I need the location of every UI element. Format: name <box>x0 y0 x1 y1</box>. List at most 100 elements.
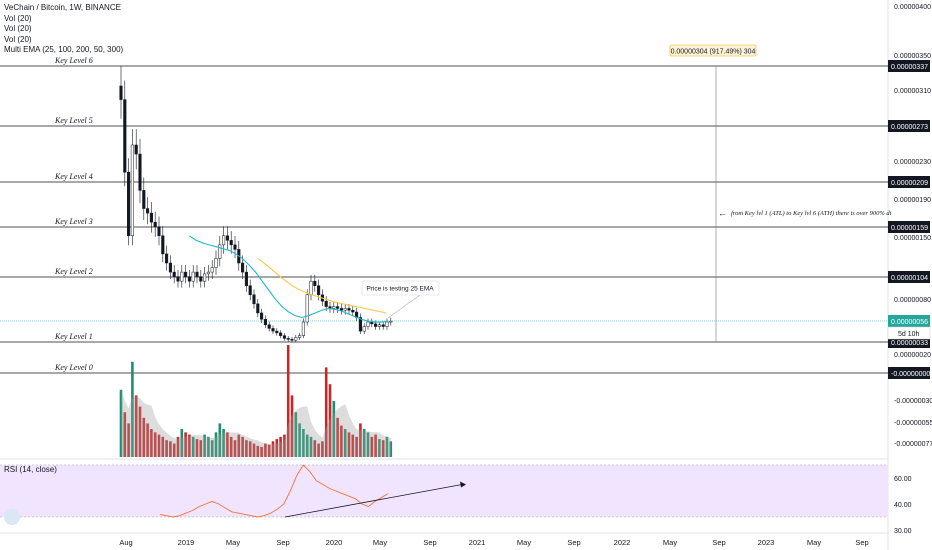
volume-bar <box>309 436 313 457</box>
price-tick-label: 0.00000020 <box>894 352 931 359</box>
volume-bar <box>252 443 256 457</box>
candle-body <box>233 244 237 250</box>
rsi-tick-label: 60.00 <box>894 476 912 483</box>
volume-bar <box>172 443 176 457</box>
candle-body <box>271 328 275 332</box>
volume-bar <box>214 432 218 457</box>
key-level-badge <box>888 60 930 72</box>
candle-body <box>309 280 313 296</box>
candle-body <box>366 321 370 327</box>
chart-title: VeChain / Bitcoin, 1W, BINANCE <box>4 3 121 12</box>
key-level-badge-text: 0.00000209 <box>891 180 928 187</box>
candle-body <box>317 285 321 296</box>
volume-bar <box>264 443 267 457</box>
candle-body <box>313 280 317 286</box>
candle-body <box>351 309 355 313</box>
candle-body <box>218 244 222 259</box>
volume-bar <box>347 432 351 457</box>
price-tick-label: 0.00000350 <box>894 53 931 60</box>
current-price-badge <box>888 315 930 327</box>
volume-bar <box>389 441 393 457</box>
volume-bar <box>290 395 294 457</box>
arrow-head-icon <box>460 481 466 488</box>
candle-body <box>214 258 218 268</box>
tradingview-logo-icon[interactable] <box>4 509 20 525</box>
candle-body <box>127 171 131 237</box>
volume-bar <box>134 395 138 457</box>
volume-bar <box>275 439 279 457</box>
volume-bar <box>381 440 385 457</box>
price-tick-label: 0.00000080 <box>894 297 931 304</box>
measure-label: 0.00000304 (917.49%) 304 <box>671 49 756 56</box>
candle-body <box>244 271 248 286</box>
volume-bar <box>123 412 127 457</box>
candle-body <box>275 330 279 334</box>
candle-body <box>199 276 203 282</box>
candle-body <box>161 235 165 255</box>
indicator-vol-1[interactable]: Vol (20) <box>4 13 32 23</box>
key-level-badge-text: 0.00000337 <box>891 64 928 71</box>
volume-bar <box>267 444 271 457</box>
volume-bar <box>138 406 142 457</box>
time-tick-label: 2023 <box>758 538 775 547</box>
time-tick-label: Sep <box>423 538 436 547</box>
countdown-badge <box>887 326 931 340</box>
candle-body <box>206 271 210 275</box>
volume-bar <box>366 432 370 457</box>
volume-bar <box>336 417 339 457</box>
chart-legend: VeChain / Bitcoin, 1W, BINANCE Vol (20) … <box>4 3 123 56</box>
volume-bar <box>203 434 206 457</box>
candle-body <box>290 339 294 341</box>
volume-bar <box>150 429 153 457</box>
candle-body <box>358 317 362 332</box>
candle-body <box>362 326 366 332</box>
candle-body <box>332 306 336 309</box>
volume-bar <box>199 440 203 457</box>
candle-body <box>294 337 298 341</box>
candles-group <box>119 65 393 343</box>
key-level-badge <box>888 176 930 188</box>
candle-body <box>282 335 286 339</box>
indicator-vol-2[interactable]: Vol (20) <box>4 24 32 33</box>
candle-body <box>184 271 188 277</box>
candle-body <box>195 271 199 277</box>
candle-body <box>389 320 393 323</box>
volume-bar <box>184 432 187 457</box>
key-level-badge <box>888 367 930 379</box>
candle-body <box>157 226 161 237</box>
key-level-badge-text: 0.00000033 <box>891 340 928 347</box>
volume-bar <box>165 440 168 457</box>
time-tick-label: Sep <box>855 538 868 547</box>
volume-bar <box>241 436 244 457</box>
time-tick-label: 2020 <box>326 538 343 547</box>
volume-bar <box>385 436 389 457</box>
candle-body <box>263 319 267 326</box>
callout-text: Price is testing 25 EMA <box>366 286 434 293</box>
key-level-label: Key Level 0 <box>54 363 93 372</box>
volume-bar <box>226 432 229 457</box>
countdown-badge-text: 5d 10h <box>898 331 920 338</box>
volume-bar <box>191 436 195 457</box>
indicator-vol-3[interactable]: Vol (20) <box>4 34 32 44</box>
volume-bar <box>343 429 347 457</box>
volume-bar <box>245 440 248 457</box>
candle-body <box>347 308 351 311</box>
callout-box <box>361 280 440 296</box>
volume-bar <box>127 423 130 457</box>
volume-bar <box>176 436 180 457</box>
volume-bar <box>260 446 263 457</box>
volume-bar <box>283 434 286 457</box>
candle-body <box>343 308 347 311</box>
price-tick-label: 0.00000150 <box>894 235 931 242</box>
indicator-multi-ema[interactable]: Multi EMA (25, 100, 200, 50, 300) <box>4 45 124 54</box>
candle-body <box>176 276 180 282</box>
candle-body <box>256 303 260 314</box>
candle-body <box>203 273 207 282</box>
current-price-badge-text: 0.00000056 <box>891 319 928 326</box>
key-level-label: Key Level 6 <box>54 56 93 65</box>
volume-bar <box>271 441 275 457</box>
rsi-tick-label: 30.00 <box>894 528 912 535</box>
candle-body <box>191 271 195 282</box>
candle-body <box>298 335 302 338</box>
